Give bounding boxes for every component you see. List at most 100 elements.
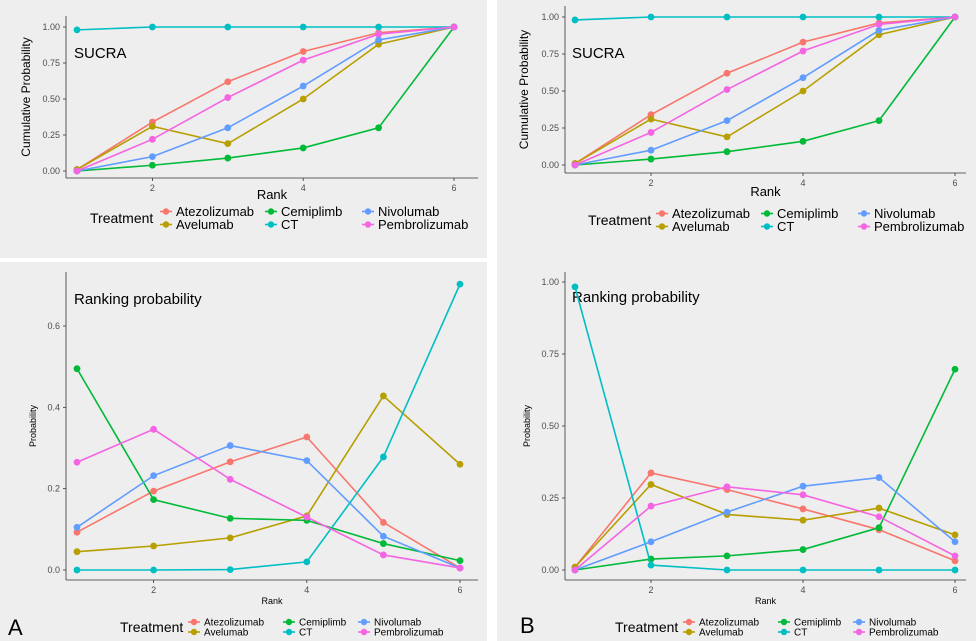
x-tick-label: 4 <box>304 585 309 595</box>
data-point-pembrolizumab <box>647 502 655 510</box>
data-point-avelumab <box>723 133 731 141</box>
panel-a-label: A <box>8 615 23 640</box>
data-point-pembrolizumab <box>571 161 579 169</box>
legend-item-nivolumab: Nivolumab <box>853 618 917 629</box>
series-line-ct <box>574 286 955 571</box>
x-tick-label: 4 <box>800 585 805 595</box>
series-pembrolizumab <box>571 13 959 169</box>
data-point-ct <box>73 26 81 34</box>
legend-item-label: Avelumab <box>672 219 730 234</box>
legend-item-label: Cemiplimb <box>281 204 342 219</box>
data-point-pembrolizumab <box>226 475 234 483</box>
x-tick-label: 2 <box>648 178 653 188</box>
data-point-cemiplimb <box>150 496 158 504</box>
y-tick-label: 0.00 <box>42 166 60 176</box>
x-tick-label: 2 <box>150 183 155 193</box>
series-line-atezolizumab <box>76 26 455 171</box>
series-cemiplimb <box>571 13 959 169</box>
data-point-cemiplimb <box>875 117 883 124</box>
data-point-atezolizumab <box>647 469 655 477</box>
data-point-ct <box>875 566 883 574</box>
y-tick-label: 0.4 <box>47 402 60 412</box>
data-point-atezolizumab <box>723 69 731 77</box>
legend-title: Treatment <box>588 212 651 228</box>
data-point-cemiplimb <box>723 148 731 156</box>
legend-key-point <box>780 618 788 626</box>
data-point-pembrolizumab <box>299 56 307 64</box>
legend-item-ct: CT <box>283 628 312 639</box>
data-point-avelumab <box>299 95 307 103</box>
series-line-ct <box>77 283 461 571</box>
legend-item-pembrolizumab: Pembrolizumab <box>358 628 444 639</box>
legend-leg-B-bottom: Treatment Atezolizumab Cemiplimb Nivolumab A… <box>615 618 939 639</box>
legend-item-atezolizumab: Atezolizumab <box>656 206 750 221</box>
y-axis-label: Cumulative Probability <box>19 37 33 156</box>
legend-item-label: Cemiplimb <box>777 206 838 221</box>
data-point-ct <box>799 13 807 21</box>
series-line-pembrolizumab <box>574 485 956 571</box>
charts-layer: 0.00 0.25 0.50 0.75 1.00 2 4 6 Rank Cumulative Pr… <box>19 6 966 606</box>
series-line-ct <box>574 16 955 21</box>
legend-key-point <box>685 618 693 626</box>
series-atezolizumab <box>73 433 464 572</box>
x-tick-label: 6 <box>952 585 957 595</box>
data-point-ct <box>723 13 731 21</box>
legend-key-point <box>780 628 788 636</box>
legends-layer: Treatment Atezolizumab Cemiplimb Nivolumab A… <box>90 204 964 638</box>
data-point-avelumab <box>226 534 234 542</box>
data-point-pembrolizumab <box>73 458 81 466</box>
data-point-avelumab <box>149 122 156 130</box>
data-point-nivolumab <box>375 36 382 44</box>
legend-leg-A-top: Treatment Atezolizumab Cemiplimb Nivolumab A… <box>90 204 468 232</box>
y-tick-label: 0.25 <box>541 123 559 133</box>
data-point-cemiplimb <box>73 365 81 373</box>
series-line-pembrolizumab <box>574 16 956 166</box>
data-point-pembrolizumab <box>875 21 883 28</box>
legend-item-atezolizumab: Atezolizumab <box>160 204 254 219</box>
series-pembrolizumab <box>73 23 458 175</box>
data-point-nivolumab <box>799 482 807 490</box>
data-point-cemiplimb <box>149 161 156 169</box>
y-tick-label: 0.25 <box>42 130 60 140</box>
legend-item-cemiplimb: Cemiplimb <box>283 618 347 629</box>
series-line-atezolizumab <box>76 436 461 569</box>
panel-a-bottom-background <box>0 262 487 641</box>
data-point-pembrolizumab <box>799 491 807 499</box>
data-point-nivolumab <box>380 532 387 540</box>
data-point-pembrolizumab <box>303 513 311 521</box>
panel-a-top-background <box>0 0 487 258</box>
legend-item-atezolizumab: Atezolizumab <box>683 618 759 629</box>
chart-title: SUCRA <box>74 45 127 62</box>
y-tick-label: 0.75 <box>42 58 60 68</box>
legend-key-point <box>763 210 771 217</box>
data-point-cemiplimb <box>723 552 731 560</box>
panel-b-bottom-background <box>497 262 976 641</box>
legend-item-label: Atezolizumab <box>699 618 759 629</box>
legend-title: Treatment <box>615 619 678 635</box>
legend-key-point <box>860 210 868 217</box>
series-line-avelumab <box>574 16 956 165</box>
data-point-nivolumab <box>226 442 234 449</box>
chart-B-rank: 0.00 0.25 0.50 0.75 1.00 2 4 6 Rank Probability Ra… <box>522 272 966 606</box>
data-point-pembrolizumab <box>875 513 883 521</box>
series-nivolumab <box>73 442 464 572</box>
data-point-ct <box>647 561 655 569</box>
series-line-ct <box>76 26 454 31</box>
data-point-ct <box>149 23 156 31</box>
data-point-nivolumab <box>951 538 959 546</box>
data-point-cemiplimb <box>299 144 307 152</box>
data-point-pembrolizumab <box>951 13 959 21</box>
series-avelumab <box>571 481 959 571</box>
x-tick-label: 2 <box>648 585 653 595</box>
legend-item-cemiplimb: Cemiplimb <box>761 206 838 221</box>
data-point-nivolumab <box>799 74 807 82</box>
data-point-ct <box>303 558 311 566</box>
data-point-avelumab <box>224 140 232 148</box>
data-point-pembrolizumab <box>150 425 158 433</box>
y-tick-label: 0.50 <box>541 421 559 431</box>
legend-key-point <box>658 223 666 230</box>
legend-key-point <box>763 223 771 230</box>
series-line-nivolumab <box>574 16 956 166</box>
data-point-cemiplimb <box>380 540 387 547</box>
data-point-avelumab <box>875 504 883 512</box>
